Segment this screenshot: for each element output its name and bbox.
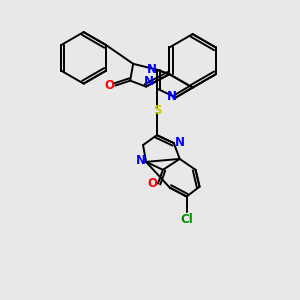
Text: N: N (144, 75, 154, 88)
Text: N: N (175, 136, 185, 148)
Text: N: N (147, 63, 157, 76)
Text: Cl: Cl (180, 213, 193, 226)
Text: O: O (104, 79, 114, 92)
Text: O: O (147, 177, 157, 190)
Text: N: N (136, 154, 146, 167)
Text: S: S (153, 104, 161, 117)
Text: N: N (167, 90, 177, 103)
